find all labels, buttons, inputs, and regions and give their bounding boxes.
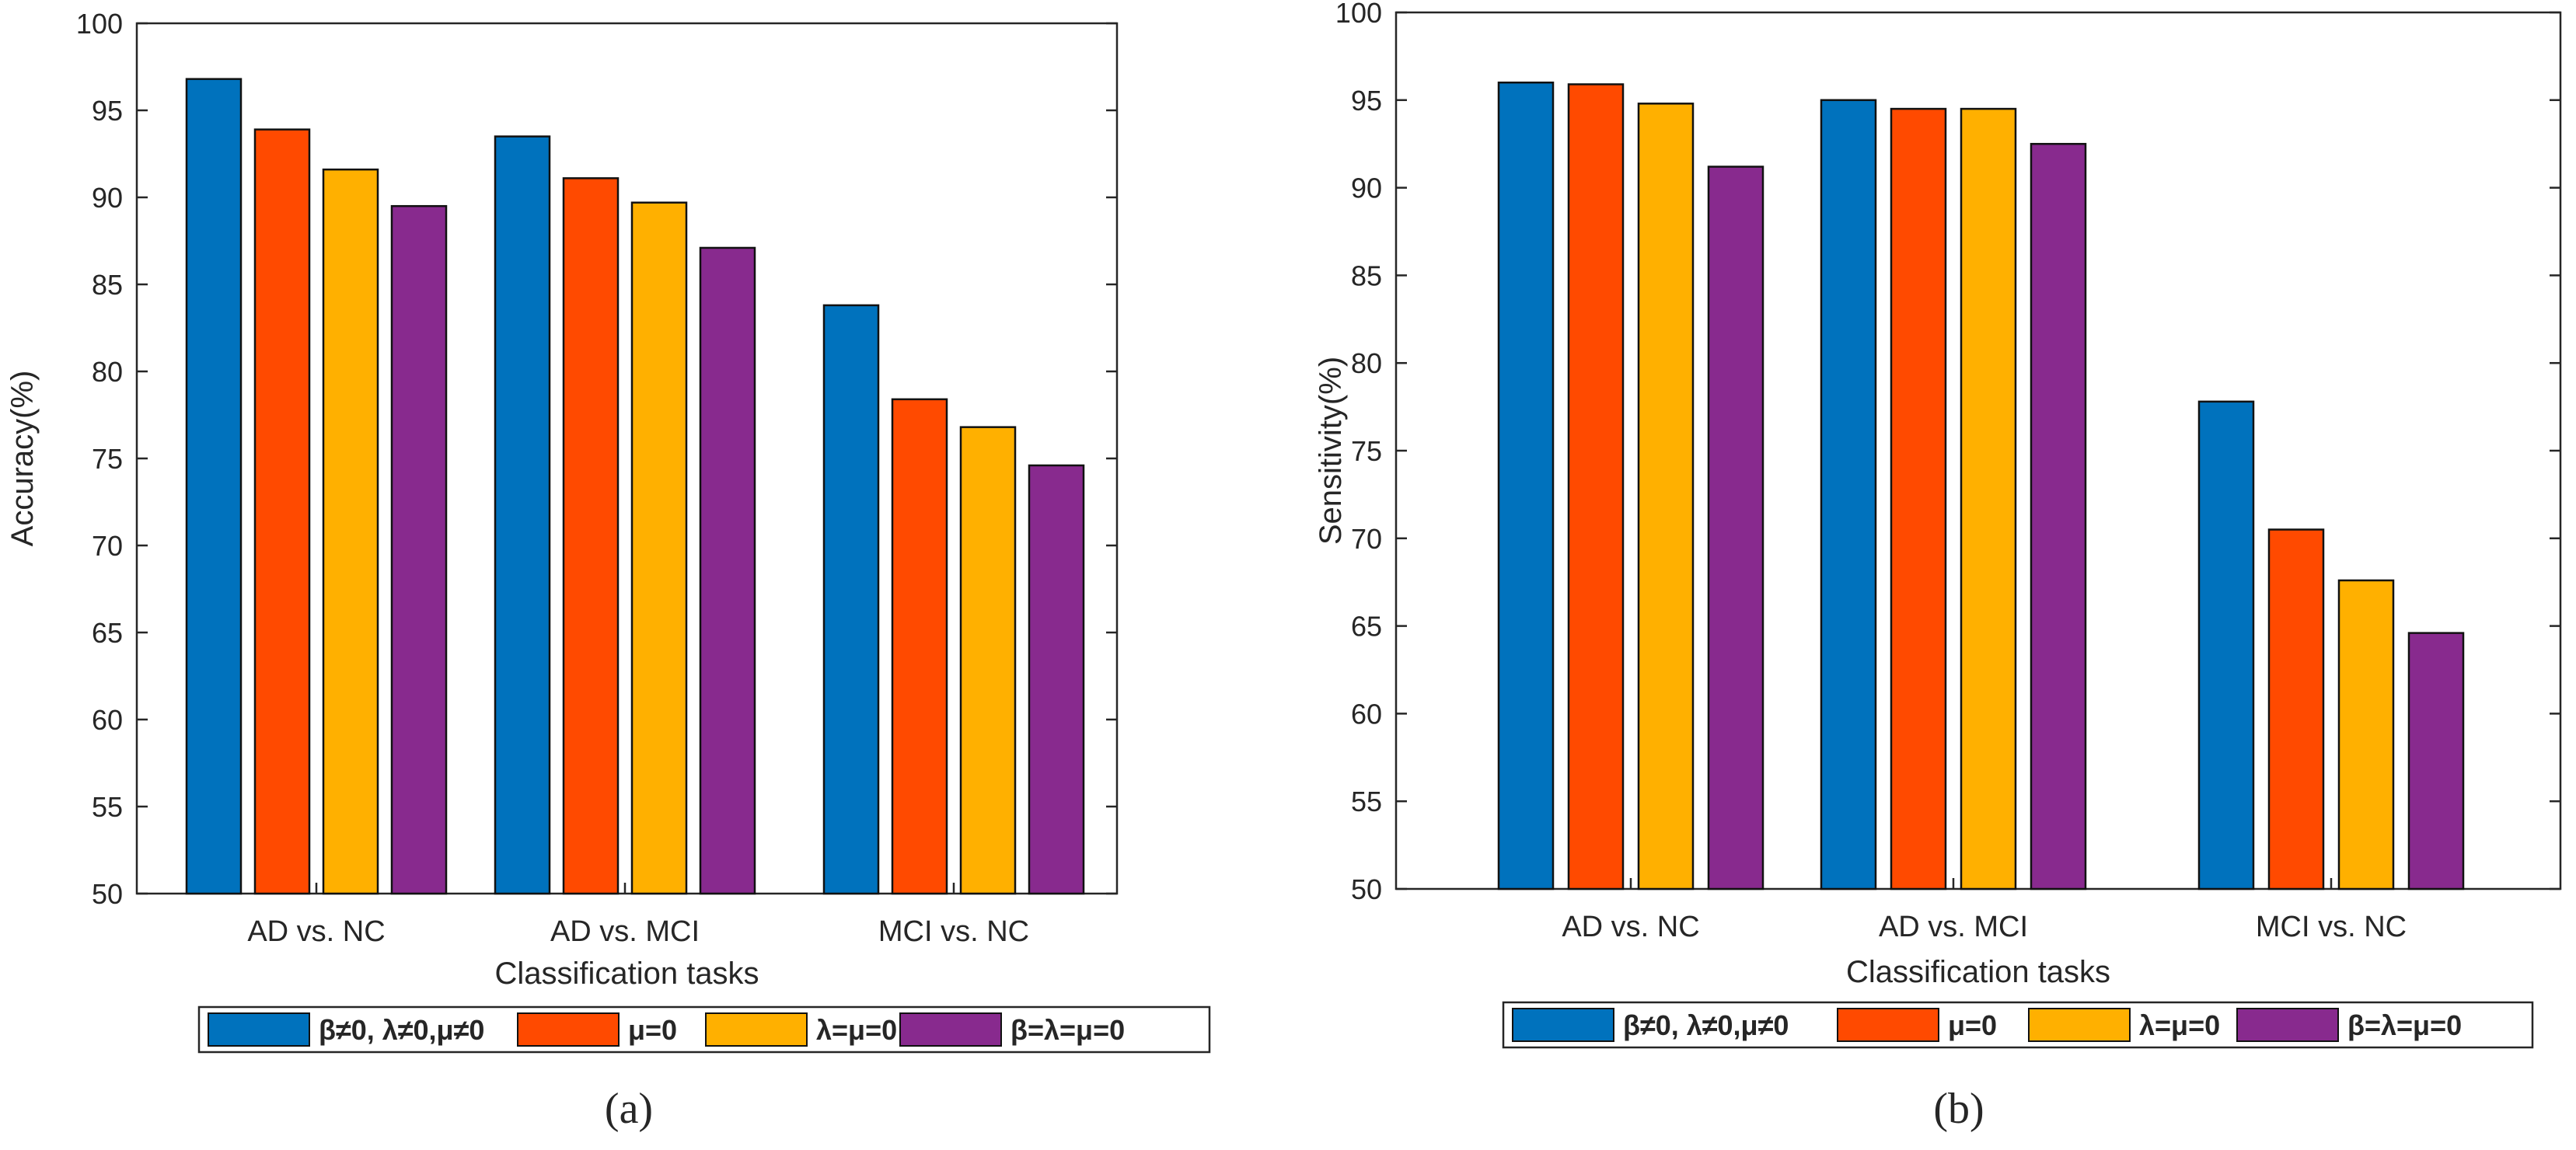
y-tick-label: 55	[92, 791, 123, 823]
legend-swatch	[517, 1012, 620, 1047]
chart-panel-b: 50 55 60 65 70 75 80 85 90 95 100 AD vs. NC AD vs. M…	[1314, 0, 2562, 1133]
bar	[390, 204, 448, 895]
x-axis-label: Classification tasks	[1846, 955, 2110, 989]
bar	[2267, 528, 2325, 890]
legend-box	[1502, 1001, 2534, 1049]
x-tick-label: MCI vs. NC	[878, 915, 1029, 948]
y-tick-label: 75	[1351, 435, 1382, 467]
bar	[1637, 103, 1695, 890]
y-tick-label: 95	[92, 95, 123, 127]
y-tick-label: 80	[1351, 347, 1382, 379]
y-tick-label: 85	[1351, 260, 1382, 291]
bar	[185, 78, 243, 895]
bar	[1890, 107, 1947, 890]
legend-box	[197, 1005, 1211, 1054]
bar	[822, 304, 880, 895]
bar	[253, 128, 311, 895]
bar	[2030, 142, 2087, 890]
y-tick-label: 65	[1351, 611, 1382, 643]
y-tick-label: 90	[1351, 172, 1382, 204]
bar	[959, 426, 1017, 895]
bar	[2337, 579, 2395, 890]
y-tick-label: 55	[1351, 786, 1382, 817]
legend-label: μ=0	[1948, 1009, 1997, 1041]
y-tick-label: 75	[92, 443, 123, 475]
x-axis-label: Classification tasks	[494, 957, 759, 991]
y-tick-label: 60	[1351, 698, 1382, 730]
y-tick-label: 90	[92, 182, 123, 214]
bar	[630, 201, 688, 895]
y-tick-label: 70	[1351, 523, 1382, 555]
panel-label: (a)	[605, 1085, 653, 1133]
legend-swatch	[1512, 1008, 1614, 1042]
y-axis-label: Accuracy(%)	[5, 371, 40, 547]
legend-label: β=λ=μ=0	[2347, 1009, 2462, 1041]
y-tick-label: 100	[76, 8, 123, 40]
x-tick-label: MCI vs. NC	[2256, 911, 2407, 943]
bar	[2197, 400, 2255, 890]
y-tick-label: 80	[92, 356, 123, 388]
bar	[562, 177, 620, 895]
legend-swatch	[2028, 1008, 2131, 1042]
bar	[891, 398, 948, 895]
bar	[1707, 166, 1764, 890]
y-tick-label: 50	[92, 878, 123, 910]
legend-label: μ=0	[628, 1014, 677, 1046]
legend-swatch	[899, 1012, 1002, 1047]
bar	[2407, 632, 2465, 890]
x-tick-label: AD vs. NC	[247, 915, 385, 948]
bar	[699, 246, 756, 895]
y-tick-label: 50	[1351, 873, 1382, 905]
legend-swatch	[2236, 1008, 2339, 1042]
y-tick-label: 95	[1351, 85, 1382, 117]
y-axis-label: Sensitivity(%)	[1314, 357, 1348, 545]
legend-swatch	[208, 1012, 310, 1047]
y-tick-label: 60	[92, 704, 123, 736]
bar	[494, 135, 551, 895]
bar	[1960, 107, 2017, 890]
y-tick-label: 100	[1335, 0, 1382, 29]
bar	[322, 168, 379, 895]
bar	[1567, 83, 1625, 890]
legend-label: β≠0, λ≠0,μ≠0	[1623, 1009, 1789, 1041]
chart-panel-a: 50 55 60 65 70 75 80 85 90 95 100 AD vs. NC AD vs. M…	[5, 8, 1211, 1133]
legend-label: λ=μ=0	[816, 1014, 897, 1046]
legend-swatch	[705, 1012, 808, 1047]
legend-label: β≠0, λ≠0,μ≠0	[319, 1014, 484, 1046]
legend-swatch	[1837, 1008, 1939, 1042]
bar	[1028, 464, 1085, 895]
legend-label: β=λ=μ=0	[1011, 1014, 1125, 1046]
x-tick-label: AD vs. NC	[1562, 911, 1699, 943]
panel-label: (b)	[1933, 1085, 1984, 1133]
y-tick-label: 70	[92, 530, 123, 562]
bar	[1497, 81, 1555, 890]
bar	[1820, 99, 1877, 890]
y-tick-label: 65	[92, 617, 123, 649]
x-tick-label: AD vs. MCI	[550, 915, 700, 948]
y-tick-label: 85	[92, 269, 123, 301]
legend-label: λ=μ=0	[2139, 1009, 2220, 1041]
x-tick-label: AD vs. MCI	[1879, 911, 2028, 943]
